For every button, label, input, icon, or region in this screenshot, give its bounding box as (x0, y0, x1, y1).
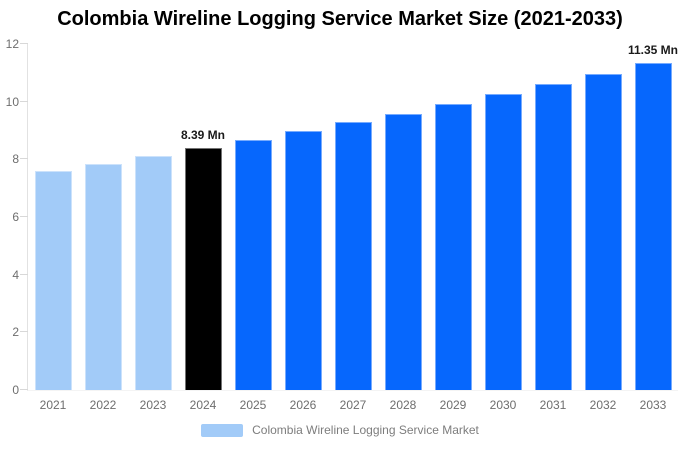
bar-2023 (134, 156, 172, 390)
bar-2030 (484, 94, 522, 390)
bar-2031 (534, 84, 572, 390)
bar-2021 (34, 171, 72, 390)
y-tick-label: 0 (12, 383, 19, 397)
y-tick-label: 4 (12, 267, 19, 282)
x-tick-label-2031: 2031 (539, 398, 567, 412)
y-tick-mark (20, 43, 28, 44)
legend: Colombia Wireline Logging Service Market (0, 423, 680, 437)
bar-2028 (384, 113, 422, 390)
bar-slot-2024: 8.39 Mn 2024 (178, 44, 228, 412)
y-tick-label: 8 (12, 152, 19, 167)
bar-slot-2027: 2027 (328, 44, 378, 412)
x-tick-label-2022: 2022 (89, 398, 117, 412)
bar-slot-2025: 2025 (228, 44, 278, 412)
plot-area: 2021 2022 2023 8.39 Mn 2024 2025 2026 2027 2028 2… (20, 42, 679, 412)
bar-2033 (634, 62, 672, 390)
y-tick-mark (20, 389, 28, 390)
y-tick-mark (20, 100, 28, 102)
legend-label: Colombia Wireline Logging Service Market (252, 423, 479, 437)
x-tick-label-2025: 2025 (239, 398, 267, 412)
x-tick-label-2028: 2028 (389, 398, 417, 412)
bar-2024 (184, 148, 222, 390)
x-tick-label-2032: 2032 (589, 398, 617, 412)
bar-slot-2032: 2032 (578, 44, 628, 412)
bar-value-label-2033: 11.35 Mn (627, 42, 679, 57)
bar-slot-2022: 2022 (78, 44, 128, 412)
bar-slot-2030: 2030 (478, 44, 528, 412)
bar-slot-2021: 2021 (28, 44, 78, 412)
x-tick-label-2021: 2021 (39, 398, 67, 412)
y-tick-label: 12 (5, 37, 19, 51)
bar-slot-2029: 2029 (428, 44, 478, 412)
x-tick-label-2027: 2027 (339, 398, 367, 412)
x-tick-label-2030: 2030 (489, 398, 517, 412)
bar-slot-2026: 2026 (278, 44, 328, 412)
x-tick-label-2033: 2033 (639, 398, 667, 412)
bar-slot-2023: 2023 (128, 44, 178, 412)
chart-title: Colombia Wireline Logging Service Market… (57, 8, 623, 30)
y-tick-mark (20, 216, 28, 217)
bar-2026 (284, 131, 322, 390)
bar-2022 (84, 163, 122, 390)
bar-2029 (434, 104, 472, 390)
y-tick-label: 2 (12, 325, 19, 340)
y-axis-labels: 0 2 4 6 8 10 12 (0, 37, 19, 397)
bar-value-label-2024: 8.39 Mn (180, 128, 226, 143)
bar-slot-2028: 2028 (378, 44, 428, 412)
x-tick-label-2023: 2023 (139, 398, 167, 412)
y-tick-mark (20, 331, 28, 333)
bar-2032 (584, 73, 622, 390)
y-tick-label: 6 (12, 210, 19, 224)
y-tick-label: 10 (5, 94, 19, 109)
x-tick-label-2029: 2029 (439, 398, 467, 412)
x-tick-label-2026: 2026 (289, 398, 317, 412)
bar-slot-2031: 2031 (528, 44, 578, 412)
bar-slot-2033: 11.35 Mn 2033 (627, 42, 679, 412)
y-tick-mark (20, 158, 28, 160)
x-tick-label-2024: 2024 (189, 398, 217, 412)
legend-swatch (201, 423, 244, 437)
bar-2025 (234, 139, 272, 390)
y-tick-mark (20, 273, 28, 275)
bar-2027 (334, 122, 372, 390)
